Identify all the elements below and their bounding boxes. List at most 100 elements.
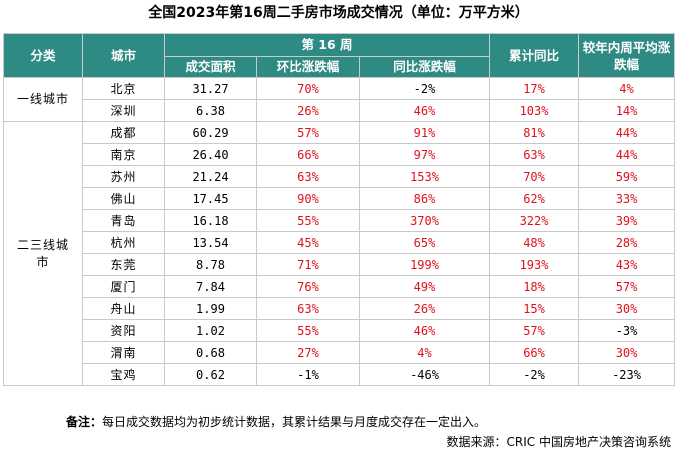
table-row: 资阳 1.02 55% 46% 57% -3% bbox=[4, 319, 676, 342]
table-row: 厦门 7.84 76% 49% 18% 57% bbox=[4, 275, 676, 298]
table-body: 一线城市 北京 31.27 70% -2% 17% 4% 深圳 6.38 26% 46% 103% 14… bbox=[3, 77, 676, 386]
table-row: 一线城市 北京 31.27 70% -2% 17% 4% bbox=[3, 77, 676, 122]
vs-avg-cell: 30% bbox=[578, 297, 676, 320]
cumulative-cell: 57% bbox=[489, 319, 580, 342]
header-yoy: 同比涨跌幅 bbox=[358, 56, 491, 78]
city-cell: 杭州 bbox=[82, 231, 165, 254]
table-row: 宝鸡 0.62 -1% -46% -2% -23% bbox=[4, 363, 676, 386]
data-source: 数据来源：CRIC 中国房地产决策咨询系统 bbox=[446, 435, 671, 449]
table-row: 渭南 0.68 27% 4% 66% 30% bbox=[4, 341, 676, 364]
vs-avg-cell: 30% bbox=[578, 341, 676, 364]
header-volume: 成交面积 bbox=[164, 56, 257, 78]
table-row: 深圳 6.38 26% 46% 103% 14% bbox=[4, 99, 676, 122]
cumulative-cell: 63% bbox=[489, 143, 580, 166]
cumulative-cell: 17% bbox=[489, 77, 580, 100]
wow-cell: 90% bbox=[256, 187, 360, 210]
vs-avg-cell: 33% bbox=[578, 187, 676, 210]
category-tier1: 一线城市 bbox=[3, 77, 83, 122]
yoy-cell: -46% bbox=[358, 363, 491, 386]
vs-avg-cell: 57% bbox=[578, 275, 676, 298]
wow-cell: 63% bbox=[256, 297, 360, 320]
yoy-cell: 65% bbox=[358, 231, 491, 254]
city-cell: 深圳 bbox=[82, 99, 165, 122]
yoy-cell: 49% bbox=[358, 275, 491, 298]
city-cell: 渭南 bbox=[82, 341, 165, 364]
vs-avg-cell: 39% bbox=[578, 209, 676, 232]
yoy-cell: 153% bbox=[358, 165, 491, 188]
volume-cell: 8.78 bbox=[164, 253, 257, 276]
wow-cell: 76% bbox=[256, 275, 360, 298]
vs-avg-cell: 28% bbox=[578, 231, 676, 254]
header-category: 分类 bbox=[3, 33, 83, 78]
wow-cell: -1% bbox=[256, 363, 360, 386]
city-cell: 成都 bbox=[82, 121, 165, 144]
yoy-cell: -2% bbox=[358, 77, 491, 100]
table-title: 全国2023年第16周二手房市场成交情况（单位：万平方米） bbox=[148, 5, 529, 21]
wow-cell: 63% bbox=[256, 165, 360, 188]
cumulative-cell: 103% bbox=[489, 99, 580, 122]
volume-cell: 17.45 bbox=[164, 187, 257, 210]
city-cell: 苏州 bbox=[82, 165, 165, 188]
yoy-cell: 91% bbox=[358, 121, 491, 144]
volume-cell: 21.24 bbox=[164, 165, 257, 188]
city-cell: 佛山 bbox=[82, 187, 165, 210]
volume-cell: 13.54 bbox=[164, 231, 257, 254]
table-row: 舟山 1.99 63% 26% 15% 30% bbox=[4, 297, 676, 320]
wow-cell: 55% bbox=[256, 209, 360, 232]
table-row: 佛山 17.45 90% 86% 62% 33% bbox=[4, 187, 676, 210]
footnote-label: 备注： bbox=[66, 415, 103, 429]
header-vs-avg: 较年内周平均涨跌幅 bbox=[578, 33, 676, 78]
wow-cell: 70% bbox=[256, 77, 360, 100]
volume-cell: 0.68 bbox=[164, 341, 257, 364]
city-cell: 东莞 bbox=[82, 253, 165, 276]
footnote: 备注：每日成交数据均为初步统计数据，其累计结果与月度成交存在一定出入。 bbox=[66, 413, 486, 431]
cumulative-cell: 81% bbox=[489, 121, 580, 144]
header-wow: 环比涨跌幅 bbox=[256, 56, 360, 78]
city-cell: 资阳 bbox=[82, 319, 165, 342]
cumulative-cell: 15% bbox=[489, 297, 580, 320]
wow-cell: 45% bbox=[256, 231, 360, 254]
cumulative-cell: 66% bbox=[489, 341, 580, 364]
city-cell: 舟山 bbox=[82, 297, 165, 320]
city-cell: 厦门 bbox=[82, 275, 165, 298]
category-tier23: 二三线城市 bbox=[3, 121, 83, 386]
footnote-text: 每日成交数据均为初步统计数据，其累计结果与月度成交存在一定出入。 bbox=[102, 415, 487, 429]
yoy-cell: 4% bbox=[358, 341, 491, 364]
volume-cell: 31.27 bbox=[164, 77, 257, 100]
cumulative-cell: 62% bbox=[489, 187, 580, 210]
data-table: 分类 城市 第 16 周 累计同比 较年内周平均涨跌幅 成交面积 环比涨跌幅 同… bbox=[3, 33, 676, 386]
volume-cell: 26.40 bbox=[164, 143, 257, 166]
table-row: 南京 26.40 66% 97% 63% 44% bbox=[4, 143, 676, 166]
vs-avg-cell: 44% bbox=[578, 143, 676, 166]
cumulative-cell: 18% bbox=[489, 275, 580, 298]
header-cumulative: 累计同比 bbox=[489, 33, 580, 78]
cumulative-cell: 322% bbox=[489, 209, 580, 232]
yoy-cell: 86% bbox=[358, 187, 491, 210]
vs-avg-cell: 4% bbox=[578, 77, 676, 100]
yoy-cell: 97% bbox=[358, 143, 491, 166]
cumulative-cell: 193% bbox=[489, 253, 580, 276]
wow-cell: 27% bbox=[256, 341, 360, 364]
city-cell: 青岛 bbox=[82, 209, 165, 232]
table-row: 苏州 21.24 63% 153% 70% 59% bbox=[4, 165, 676, 188]
cumulative-cell: 48% bbox=[489, 231, 580, 254]
volume-cell: 1.02 bbox=[164, 319, 257, 342]
volume-cell: 0.62 bbox=[164, 363, 257, 386]
header-week: 第 16 周 bbox=[163, 33, 491, 57]
yoy-cell: 46% bbox=[358, 99, 491, 122]
wow-cell: 55% bbox=[256, 319, 360, 342]
table-row: 东莞 8.78 71% 199% 193% 43% bbox=[4, 253, 676, 276]
yoy-cell: 370% bbox=[358, 209, 491, 232]
cumulative-cell: -2% bbox=[489, 363, 580, 386]
yoy-cell: 199% bbox=[358, 253, 491, 276]
volume-cell: 7.84 bbox=[164, 275, 257, 298]
wow-cell: 71% bbox=[256, 253, 360, 276]
header-city: 城市 bbox=[82, 33, 165, 78]
table-row: 青岛 16.18 55% 370% 322% 39% bbox=[4, 209, 676, 232]
vs-avg-cell: -23% bbox=[578, 363, 676, 386]
vs-avg-cell: 59% bbox=[578, 165, 676, 188]
wow-cell: 26% bbox=[256, 99, 360, 122]
city-cell: 南京 bbox=[82, 143, 165, 166]
table-row: 二三线城市 成都 60.29 57% 91% 81% 44% bbox=[3, 121, 676, 386]
volume-cell: 16.18 bbox=[164, 209, 257, 232]
